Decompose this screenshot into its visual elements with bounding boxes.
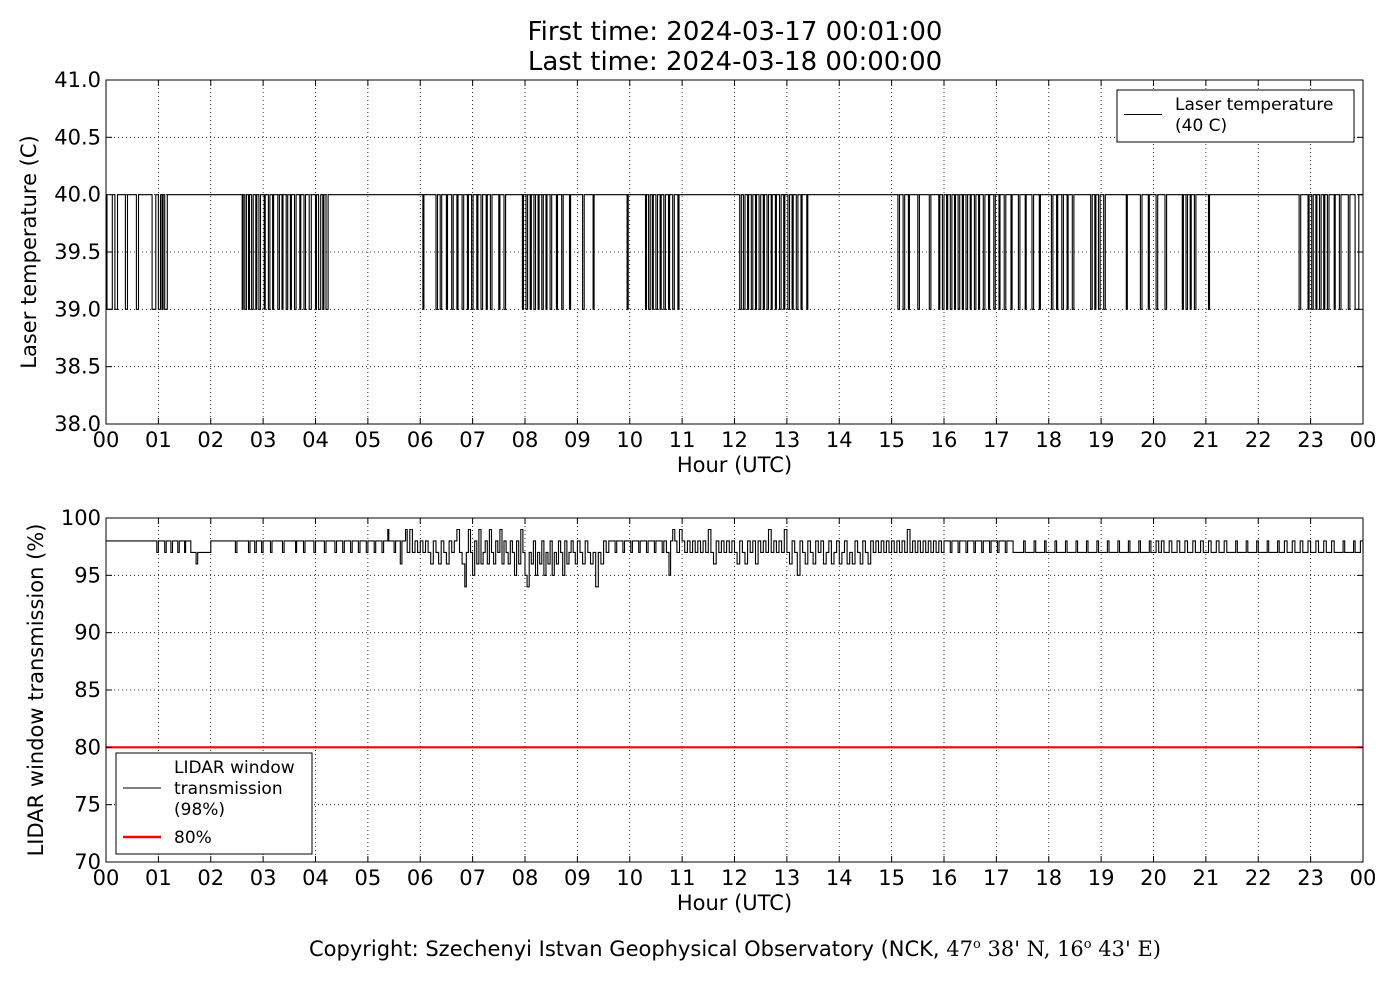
x-axis-label: Hour (UTC) [677, 453, 792, 477]
x-tick-label: 10 [616, 866, 643, 890]
legend-label-line: (98%) [174, 800, 225, 820]
x-tick-label: 02 [197, 866, 224, 890]
legend: LIDAR window transmission (98%) 80% [115, 752, 313, 855]
x-tick-label: 17 [983, 866, 1010, 890]
x-tick-label: 20 [1140, 428, 1167, 452]
x-tick-label: 14 [826, 866, 853, 890]
x-tick-label: 12 [721, 866, 748, 890]
x-tick-label: 23 [1297, 428, 1324, 452]
x-tick-label: 07 [459, 428, 486, 452]
x-tick-label: 15 [878, 428, 905, 452]
x-tick-label: 05 [355, 428, 382, 452]
y-tick-label: 39.0 [54, 297, 101, 321]
y-tick-label: 85 [74, 678, 101, 702]
y-tick-label: 70 [74, 850, 101, 874]
x-tick-label: 16 [931, 428, 958, 452]
y-tick-label: 39.5 [54, 240, 101, 264]
x-tick-label: 04 [302, 428, 329, 452]
x-tick-label: 18 [1035, 866, 1062, 890]
x-tick-label: 03 [250, 428, 277, 452]
longitude-degrees: 16 [1057, 937, 1084, 961]
y-tick-label: 38.0 [54, 412, 101, 436]
x-tick-label: 22 [1245, 866, 1272, 890]
x-tick-label: 19 [1088, 866, 1115, 890]
x-tick-label: 19 [1088, 428, 1115, 452]
x-tick-label: 09 [564, 866, 591, 890]
x-tick-label: 07 [459, 866, 486, 890]
y-tick-label: 41.0 [54, 68, 101, 92]
longitude-minutes: 43' E) [1091, 937, 1161, 961]
latitude-degree-symbol: o [973, 937, 981, 952]
y-axis-label: LIDAR window transmission (%) [24, 524, 48, 857]
x-tick-label: 01 [145, 428, 172, 452]
x-tick-label: 11 [669, 428, 696, 452]
x-tick-label: 15 [878, 866, 905, 890]
y-tick-label: 40.0 [54, 183, 101, 207]
latitude-minutes: 38' N, [980, 937, 1058, 961]
x-tick-label: 11 [669, 866, 696, 890]
x-tick-label: 17 [983, 428, 1010, 452]
x-tick-label: 14 [826, 428, 853, 452]
y-tick-label: 38.5 [54, 355, 101, 379]
x-tick-label: 20 [1140, 866, 1167, 890]
x-tick-label: 12 [721, 428, 748, 452]
x-tick-label: 13 [774, 866, 801, 890]
longitude-degree-symbol: o [1083, 937, 1092, 952]
legend-box [1116, 89, 1355, 143]
y-tick-label: 100 [61, 506, 101, 530]
x-tick-label: 08 [512, 428, 539, 452]
x-tick-label: 18 [1035, 428, 1062, 452]
x-tick-label: 23 [1297, 866, 1324, 890]
series-line-1 [106, 528, 1364, 588]
legend-label-line: 80% [174, 828, 212, 848]
legend: Laser temperature (40 C) [1116, 89, 1355, 143]
x-tick-label: 00 [93, 428, 120, 452]
legend-label-line: (40 C) [1175, 116, 1227, 136]
x-tick-label: 01 [145, 866, 172, 890]
legend-label-1: LIDAR window transmission (98%) [174, 758, 295, 820]
x-tick-label: 21 [1193, 866, 1220, 890]
x-tick-label: 21 [1193, 428, 1220, 452]
x-tick-label: 22 [1245, 428, 1272, 452]
latitude-degrees: 47 [946, 937, 973, 961]
x-tick-label: 00 [1350, 866, 1377, 890]
x-tick-label: 10 [616, 428, 643, 452]
y-tick-label: 95 [74, 563, 101, 587]
y-tick-label: 75 [74, 793, 101, 817]
x-tick-label: 04 [302, 866, 329, 890]
copyright-prefix: Copyright: Szechenyi Istvan Geophysical … [308, 937, 947, 961]
y-tick-label: 80 [74, 735, 101, 759]
chart-1: 00 01 02 03 04 05 06 07 08 09 10 11 12 13 14 15 16 17 18 19… [17, 68, 1376, 477]
x-tick-label: 08 [512, 866, 539, 890]
legend-label-line: transmission [174, 779, 283, 799]
x-axis-label: Hour (UTC) [677, 891, 792, 915]
x-tick-label: 09 [564, 428, 591, 452]
series-line-1 [106, 194, 1363, 310]
x-tick-label: 00 [1350, 428, 1377, 452]
x-tick-label: 03 [250, 866, 277, 890]
x-tick-label: 13 [774, 428, 801, 452]
x-tick-label: 06 [407, 428, 434, 452]
chart-2: 00 01 02 03 04 05 06 07 08 09 10 11 12 13 14 15 16 17 18 19… [24, 506, 1376, 915]
legend-label-1: Laser temperature (40 C) [1175, 95, 1333, 136]
x-tick-label: 00 [93, 866, 120, 890]
legend-label-line: Laser temperature [1175, 95, 1333, 115]
x-tick-label: 06 [407, 866, 434, 890]
x-tick-label: 02 [197, 428, 224, 452]
legend-label-line: LIDAR window [174, 758, 295, 778]
figure-title-line-2: Last time: 2024-03-18 00:00:00 [527, 47, 943, 77]
x-tick-label: 16 [931, 866, 958, 890]
copyright-footer: Copyright: Szechenyi Istvan Geophysical … [0, 937, 1400, 961]
figure-title-line-1: First time: 2024-03-17 00:01:00 [527, 17, 943, 47]
legend-label-2: 80% [174, 828, 212, 848]
y-tick-label: 90 [74, 621, 101, 645]
x-tick-label: 05 [355, 866, 382, 890]
y-axis-label: Laser temperature (C) [17, 135, 41, 368]
y-tick-label: 40.5 [54, 125, 101, 149]
